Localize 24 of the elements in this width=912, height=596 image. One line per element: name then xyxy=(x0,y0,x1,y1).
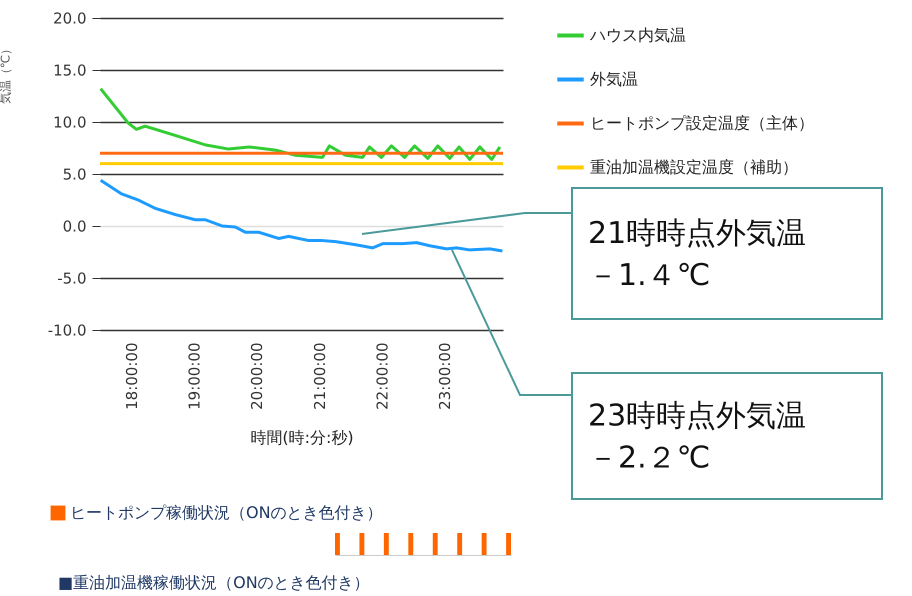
y-tick-label: -5.0 xyxy=(57,270,86,288)
text: 23時時点外気温－2.２℃ xyxy=(588,398,806,476)
line-series xyxy=(99,178,504,252)
text: ■重油加温機稼働状況（ONのとき色付き） xyxy=(58,573,370,592)
x-tick-label: 22:00:00 xyxy=(374,342,392,410)
legend-label: ハウス内気温 xyxy=(589,26,686,44)
x-axis-title: 時間(時:分:秒) xyxy=(250,428,354,447)
y-tick-label: -10.0 xyxy=(48,322,86,340)
legend-label: ヒートポンプ稼働状況（ONのとき色付き） xyxy=(70,503,383,522)
x-tick-label: 18:00:00 xyxy=(122,342,141,410)
x-tick-label: 20:00:00 xyxy=(248,342,266,410)
y-tick-label: 20.0 xyxy=(53,10,86,28)
x-tick-label: 19:00:00 xyxy=(186,342,204,410)
legend-label: ヒートポンプ設定温度（主体） xyxy=(590,114,814,132)
y-tick-label: 15.0 xyxy=(53,62,86,80)
y-axis-title: 気温（℃） xyxy=(0,42,12,104)
x-tick-label: 23:00:00 xyxy=(436,342,454,410)
y-tick-label: 10.0 xyxy=(53,114,86,132)
text: 21時時点外気温－1.４℃ xyxy=(588,216,806,293)
legend-label: 外気温 xyxy=(590,70,638,88)
legend-label: 重油加温機設定温度（補助） xyxy=(590,158,798,176)
y-tick-label: 5.0 xyxy=(62,166,86,184)
x-tick-label: 21:00:00 xyxy=(310,342,329,410)
y-tick-label: 0.0 xyxy=(62,218,86,236)
